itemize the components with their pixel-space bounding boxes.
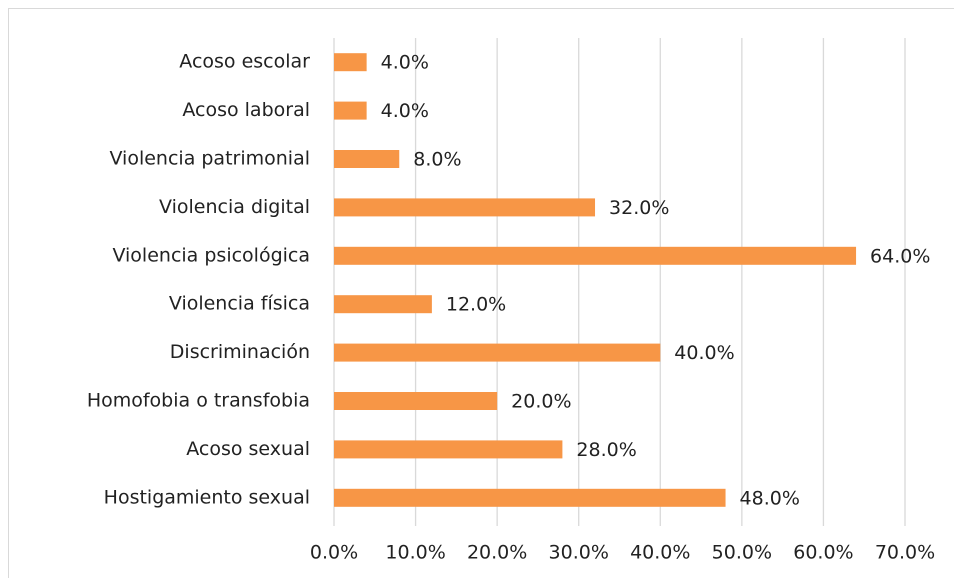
bar: [334, 101, 367, 120]
x-tick-label: 40.0%: [630, 542, 690, 564]
y-tick-label: Acoso laboral: [182, 99, 310, 121]
y-tick-label: Violencia física: [169, 293, 310, 315]
value-label: 28.0%: [576, 439, 636, 461]
value-label: 32.0%: [609, 197, 669, 219]
y-tick-label: Acoso escolar: [179, 51, 310, 73]
bar: [334, 440, 563, 459]
x-tick-label: 10.0%: [385, 542, 445, 564]
bar: [334, 198, 596, 217]
value-label: 4.0%: [381, 52, 429, 74]
bar: [334, 246, 857, 265]
bar: [334, 488, 726, 507]
bar: [334, 343, 661, 362]
bar: [334, 392, 498, 410]
value-label: 48.0%: [740, 487, 800, 509]
y-tick-label: Discriminación: [170, 341, 310, 363]
value-label: 12.0%: [446, 294, 506, 316]
x-tick-label: 70.0%: [875, 542, 935, 564]
y-tick-label: Hostigamiento sexual: [104, 486, 310, 508]
bar: [334, 53, 367, 72]
x-tick-label: 50.0%: [712, 542, 772, 564]
y-tick-label: Violencia digital: [159, 196, 310, 218]
x-tick-label: 20.0%: [467, 542, 527, 564]
y-tick-label: Homofobia o transfobia: [87, 390, 310, 412]
x-tick-label: 0.0%: [310, 542, 358, 564]
value-label: 8.0%: [413, 149, 461, 171]
value-label: 40.0%: [674, 342, 734, 364]
chart-frame: [8, 8, 954, 578]
x-tick-label: 30.0%: [549, 542, 609, 564]
x-tick-label: 60.0%: [793, 542, 853, 564]
bar: [334, 150, 400, 168]
value-label: 4.0%: [381, 100, 429, 122]
y-tick-label: Violencia patrimonial: [109, 148, 310, 170]
value-label: 20.0%: [511, 391, 571, 413]
value-label: 64.0%: [870, 245, 930, 267]
bar: [334, 295, 432, 314]
y-tick-label: Acoso sexual: [186, 438, 310, 460]
y-tick-label: Violencia psicológica: [112, 244, 310, 266]
